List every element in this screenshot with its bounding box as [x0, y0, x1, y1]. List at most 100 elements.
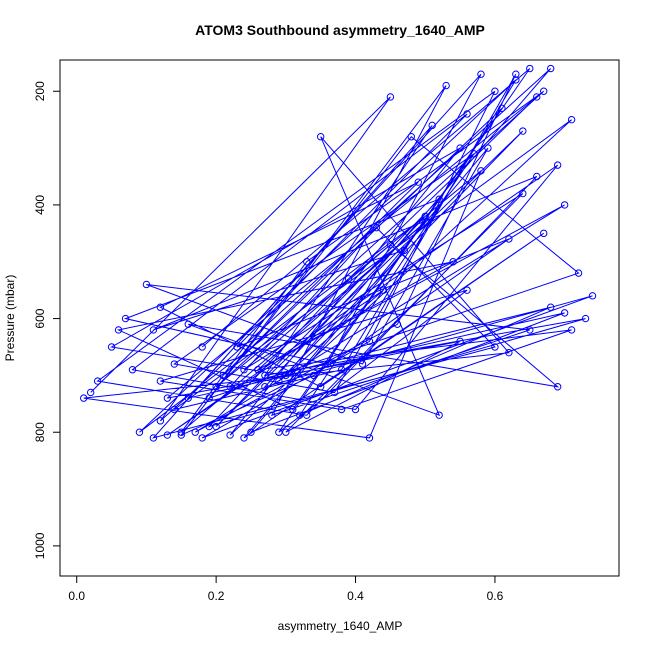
data-point: [142, 280, 151, 289]
data-point: [449, 258, 457, 266]
data-point: [567, 115, 576, 124]
data-point: [379, 286, 388, 294]
data-point: [386, 93, 395, 101]
y-tick-label: 600: [33, 308, 47, 328]
data-point: [540, 229, 548, 238]
data-point: [546, 64, 555, 73]
data-point: [463, 286, 471, 294]
data-point: [93, 377, 102, 385]
x-tick-label: 0.4: [347, 589, 364, 603]
data-point: [149, 434, 158, 442]
data-point: [463, 110, 471, 118]
data-point: [170, 360, 179, 368]
data-point: [191, 428, 199, 436]
data-point: [261, 371, 269, 380]
data-point: [240, 434, 248, 442]
data-point: [107, 343, 116, 351]
data-point: [316, 383, 325, 391]
data-point: [303, 258, 311, 266]
data-point: [435, 411, 443, 419]
data-point: [553, 161, 562, 169]
data-point: [337, 405, 346, 414]
data-point: [275, 377, 283, 385]
data-point: [282, 371, 290, 380]
data-point: [386, 240, 395, 249]
data-point: [442, 81, 450, 90]
data-point: [505, 348, 513, 357]
data-point: [316, 133, 325, 141]
data-point: [226, 383, 234, 391]
y-tick-label: 800: [33, 422, 47, 442]
data-point: [303, 411, 311, 419]
data-point: [254, 366, 262, 374]
data-point: [588, 292, 597, 300]
data-point: [560, 309, 569, 317]
data-point: [435, 195, 443, 203]
data-point: [323, 360, 332, 368]
data-point: [477, 70, 485, 78]
data-point: [400, 246, 409, 255]
data-point: [135, 428, 144, 436]
data-point: [226, 431, 234, 439]
data-point: [526, 64, 534, 73]
data-point: [512, 76, 520, 84]
data-point: [421, 218, 429, 226]
data-point: [247, 428, 255, 436]
data-point: [289, 405, 297, 414]
data-point: [533, 172, 541, 181]
data-point: [205, 422, 213, 431]
data-point: [574, 269, 583, 277]
y-tick-label: 200: [33, 81, 47, 101]
data-point: [519, 127, 527, 135]
data-point: [86, 388, 95, 397]
data-point: [560, 201, 569, 209]
x-tick-label: 0.6: [487, 589, 504, 603]
data-point: [156, 377, 165, 385]
data-point: [282, 428, 290, 436]
data-point: [170, 405, 179, 414]
data-point: [156, 303, 165, 311]
data-point: [212, 383, 220, 391]
x-tick-label: 0.2: [208, 589, 225, 603]
data-point: [268, 411, 276, 419]
data-point: [205, 394, 213, 402]
data-point: [421, 212, 429, 220]
data-point: [198, 434, 206, 442]
data-point: [456, 144, 464, 152]
y-axis-label: Pressure (mbar): [3, 275, 17, 362]
data-point: [358, 360, 367, 368]
data-point: [177, 428, 185, 436]
data-point: [414, 178, 422, 186]
data-point: [233, 343, 241, 351]
data-point: [365, 337, 374, 345]
data-point: [470, 150, 478, 158]
data-point: [540, 87, 548, 95]
x-tick-label: 0.0: [68, 589, 85, 603]
data-point: [365, 434, 374, 442]
data-point: [128, 366, 137, 374]
data-point: [372, 223, 381, 232]
data-point: [484, 144, 492, 152]
data-point: [533, 93, 541, 101]
data-point: [491, 87, 499, 95]
data-point: [337, 366, 346, 374]
data-point: [393, 320, 402, 328]
data-point: [581, 314, 590, 323]
data-point: [79, 394, 88, 402]
data-point: [407, 133, 415, 141]
data-point: [261, 383, 269, 391]
data-point: [310, 371, 318, 380]
data-point: [512, 70, 520, 78]
data-point: [121, 314, 130, 323]
data-point: [156, 417, 165, 425]
x-axis-label: asymmetry_1640_AMP: [278, 619, 403, 633]
data-point: [240, 366, 248, 374]
data-point: [163, 394, 172, 402]
data-point: [351, 405, 360, 414]
data-point: [184, 320, 192, 328]
data-point: [184, 394, 192, 402]
data-point: [296, 411, 304, 419]
plot-frame: [59, 59, 620, 577]
data-point: [567, 326, 576, 334]
